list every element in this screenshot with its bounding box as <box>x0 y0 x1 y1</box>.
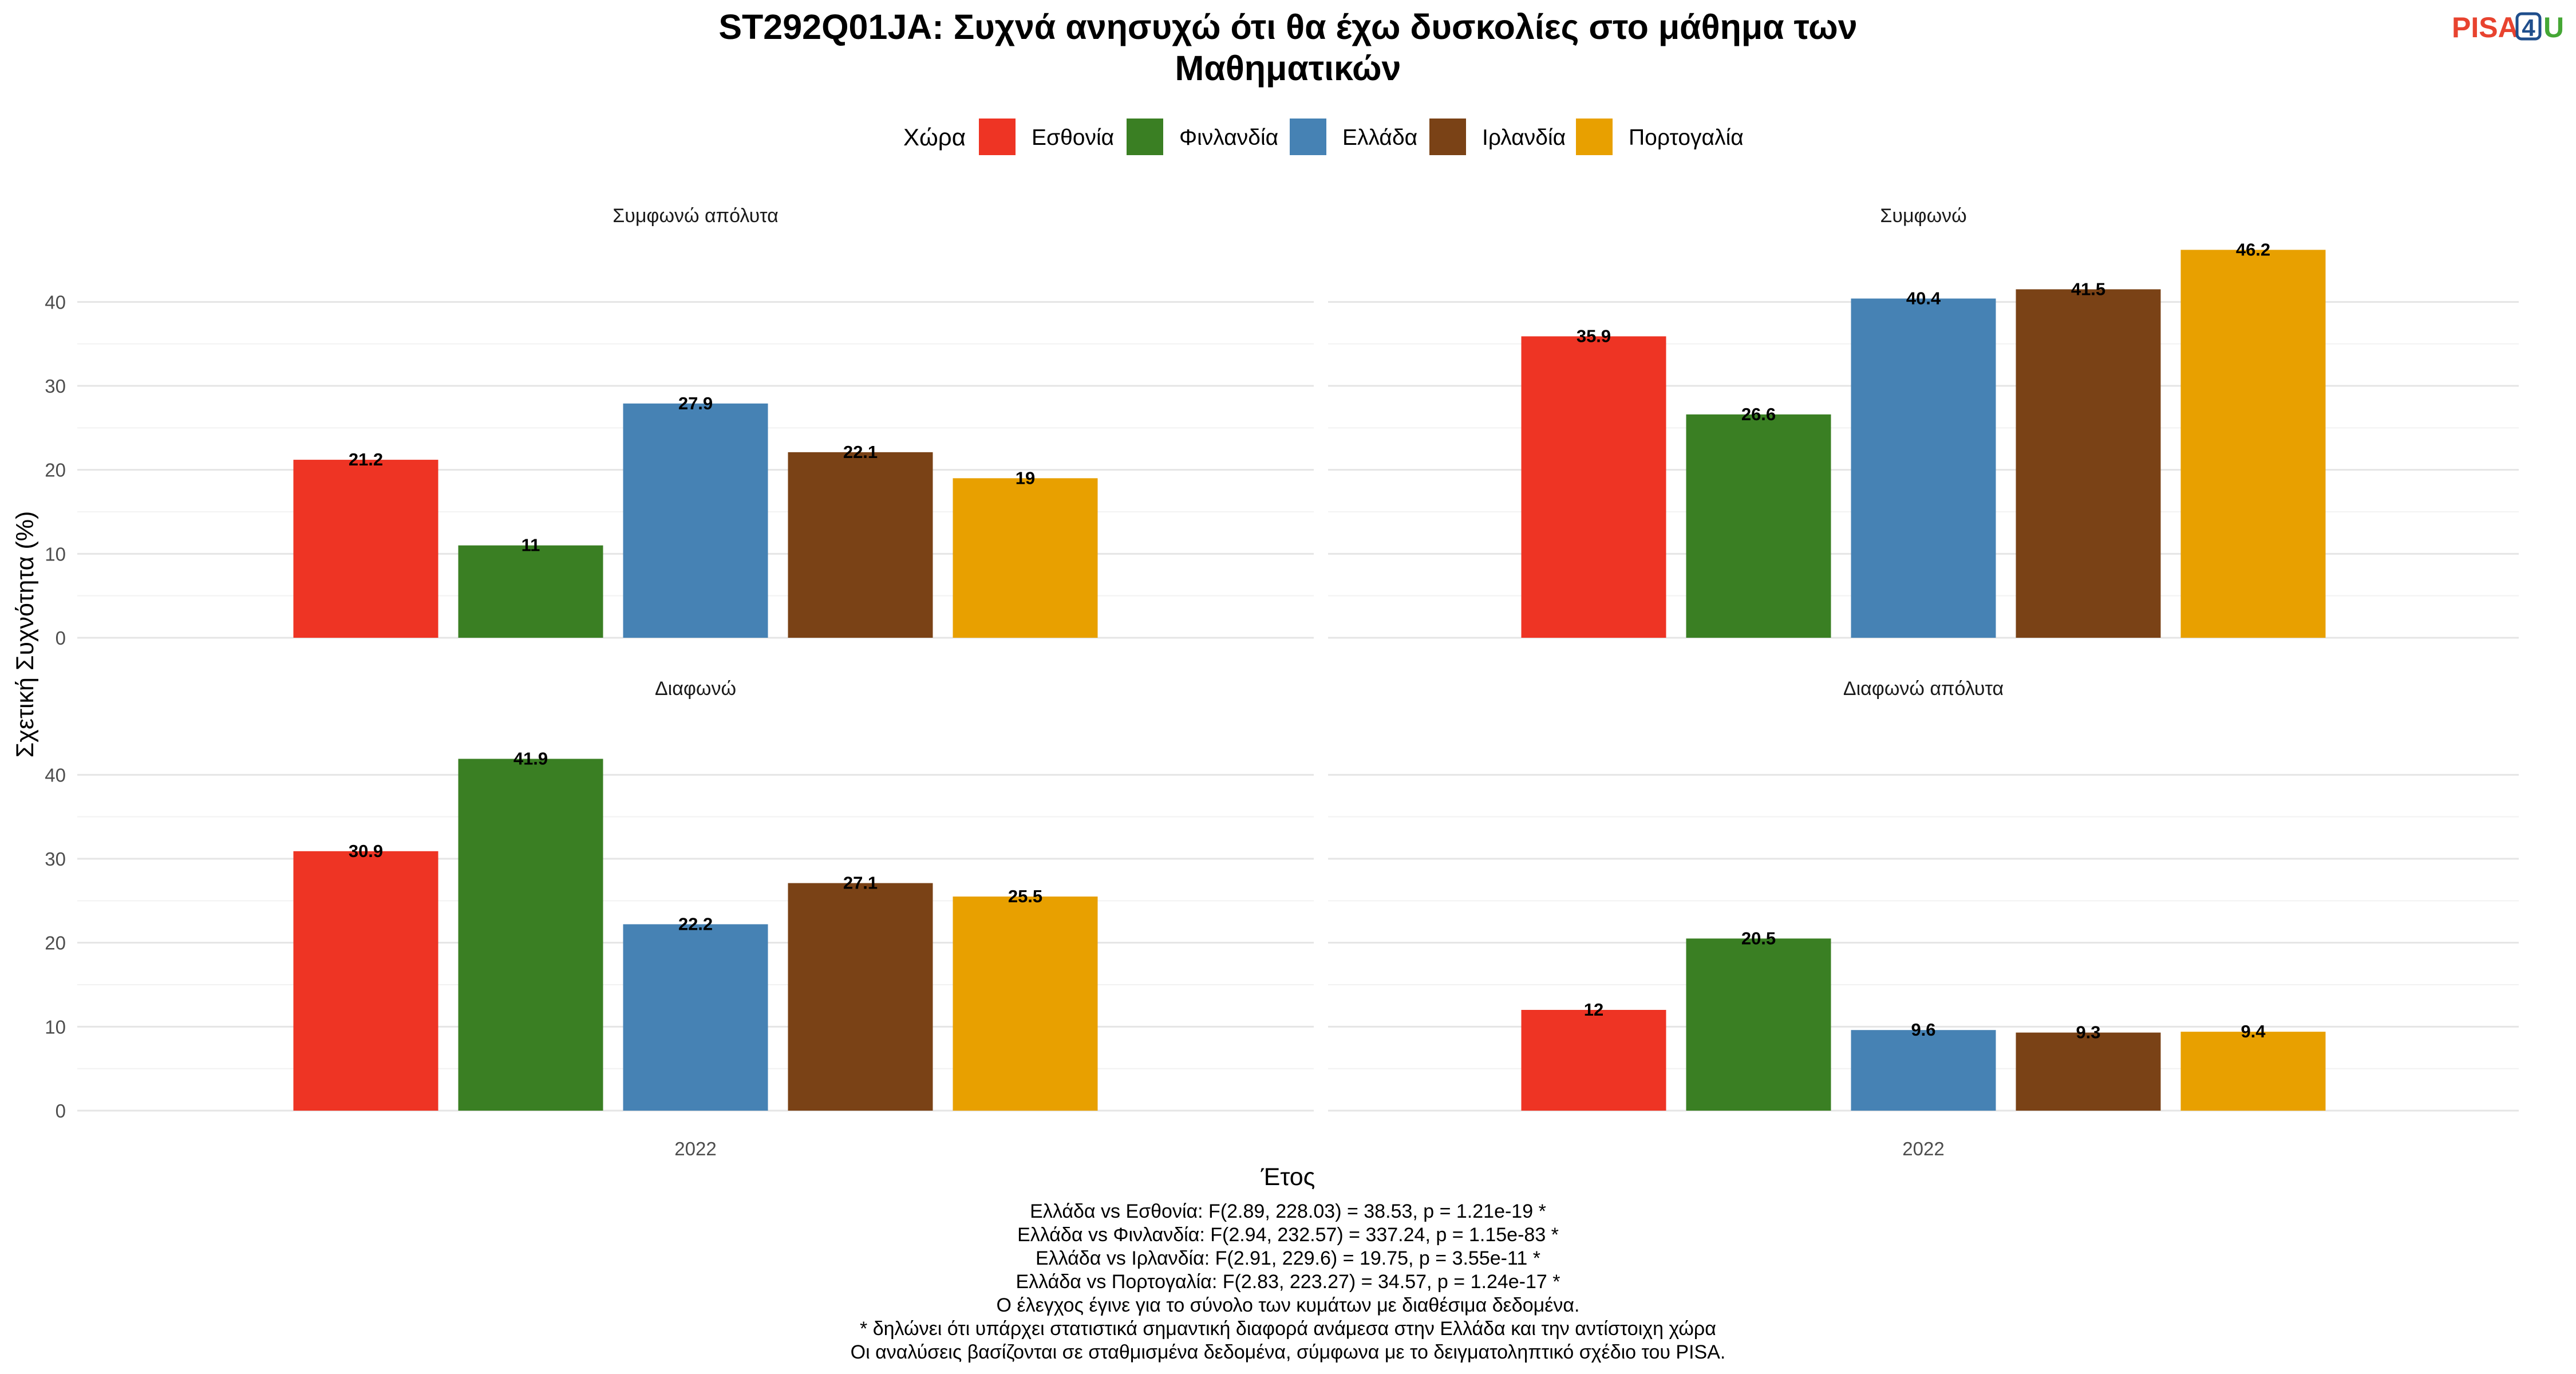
bar-value-label-2-4: 25.5 <box>1008 886 1042 906</box>
facet-strip-label-1: Συμφωνώ <box>1880 205 1966 227</box>
chart-title-line-1: ST292Q01JA: Συχνά ανησυχώ ότι θα έχω δυσ… <box>718 7 1857 46</box>
caption-line-1: Ελλάδα vs Φινλανδία: F(2.94, 232.57) = 3… <box>1017 1224 1559 1246</box>
bar-value-label-3-1: 20.5 <box>1741 928 1776 948</box>
bar-2-0 <box>293 851 438 1111</box>
facet-panel-1: Συμφωνώ 35.9 26.6 40.4 41.5 46.2 <box>1328 205 2519 639</box>
bar-0-0 <box>293 460 438 638</box>
bar-2-1 <box>458 759 603 1111</box>
legend-label-2: Ελλάδα <box>1342 125 1417 150</box>
bar-1-4 <box>2180 250 2326 638</box>
y-axis-title: Σχετική Συχνότητα (%) <box>11 511 39 758</box>
logo-text-pisa: PISA <box>2452 11 2519 44</box>
bar-value-label-2-0: 30.9 <box>349 841 383 861</box>
legend-label-4: Πορτογαλία <box>1629 125 1744 150</box>
caption-line-4: Ο έλεγχος έγινε για το σύνολο των κυμάτω… <box>997 1294 1580 1316</box>
legend-label-3: Ιρλανδία <box>1482 125 1566 150</box>
caption-line-0: Ελλάδα vs Εσθονία: F(2.89, 228.03) = 38.… <box>1030 1201 1546 1222</box>
caption-line-5: * δηλώνει ότι υπάρχει στατιστικά σημαντι… <box>860 1318 1716 1340</box>
bar-value-label-1-0: 35.9 <box>1577 326 1611 346</box>
y-tick-label-2-4: 40 <box>45 764 66 785</box>
bar-0-4 <box>953 478 1098 638</box>
chart-title-line-2: Μαθηματικών <box>1175 49 1401 88</box>
bar-value-label-0-1: 11 <box>521 535 540 555</box>
y-tick-label-0-4: 40 <box>45 291 66 313</box>
legend-swatch-1 <box>1127 119 1163 155</box>
facet-strip-label-3: Διαφωνώ απόλυτα <box>1843 678 2004 700</box>
bar-value-label-3-4: 9.4 <box>2241 1021 2266 1041</box>
caption-line-3: Ελλάδα vs Πορτογαλία: F(2.83, 223.27) = … <box>1016 1271 1560 1293</box>
bar-value-label-1-1: 26.6 <box>1741 404 1776 424</box>
caption-line-2: Ελλάδα vs Ιρλανδία: F(2.91, 229.6) = 19.… <box>1036 1247 1540 1269</box>
y-tick-label-0-2: 20 <box>45 460 66 481</box>
bar-0-2 <box>623 403 768 638</box>
bar-value-label-0-4: 19 <box>1016 468 1035 488</box>
logo-text-u: U <box>2543 11 2564 44</box>
y-tick-label-2-3: 30 <box>45 848 66 870</box>
y-tick-label-0-1: 10 <box>45 543 66 564</box>
legend-label-1: Φινλανδία <box>1179 125 1278 150</box>
bar-3-3 <box>2016 1032 2161 1111</box>
x-tick-label-2: 2022 <box>674 1138 716 1159</box>
bar-value-label-2-2: 22.2 <box>678 914 713 934</box>
bar-1-1 <box>1686 414 1831 638</box>
bar-value-label-0-0: 21.2 <box>349 449 383 469</box>
bar-3-4 <box>2180 1032 2326 1111</box>
bar-3-0 <box>1521 1010 1666 1111</box>
bar-1-3 <box>2016 289 2161 638</box>
legend-title: Χώρα <box>903 124 966 151</box>
y-tick-label-0-0: 0 <box>56 627 66 649</box>
bar-1-0 <box>1521 336 1666 638</box>
y-tick-label-2-0: 0 <box>56 1100 66 1122</box>
y-tick-label-0-3: 30 <box>45 376 66 397</box>
caption: Ελλάδα vs Εσθονία: F(2.89, 228.03) = 38.… <box>851 1201 1726 1363</box>
bar-3-2 <box>1851 1030 1996 1111</box>
facet-strip-label-2: Διαφωνώ <box>655 678 736 700</box>
y-tick-label-2-2: 20 <box>45 933 66 954</box>
logo-text-4: 4 <box>2522 14 2535 41</box>
legend: Χώρα Εσθονία Φινλανδία Ελλάδα Ιρλανδία Πορτο… <box>903 119 1744 155</box>
facet-panel-2: Διαφωνώ 0 10 20 30 40 30.9 41.9 22.2 27.1 25.5 2022 <box>45 678 1314 1159</box>
bar-3-1 <box>1686 938 1831 1111</box>
y-tick-label-2-1: 10 <box>45 1016 66 1037</box>
facet-panel-3: Διαφωνώ απόλυτα 12 20.5 9.6 9.3 9.4 2022 <box>1328 678 2519 1159</box>
facet-panels: Συμφωνώ απόλυτα 0 10 20 30 40 21.2 11 27.9 22.1 19… <box>45 205 2519 1159</box>
pisa4u-logo: PISA 4 U <box>2452 11 2564 44</box>
logo-box <box>2515 12 2542 41</box>
legend-swatch-0 <box>979 119 1016 155</box>
bar-2-3 <box>788 883 933 1111</box>
bar-value-label-3-2: 9.6 <box>1911 1020 1935 1040</box>
x-axis-title: Έτος <box>1261 1163 1315 1191</box>
x-tick-label-3: 2022 <box>1902 1138 1944 1159</box>
bar-value-label-1-2: 40.4 <box>1906 288 1941 308</box>
caption-line-6: Οι αναλύσεις βασίζονται σε σταθμισμένα δ… <box>851 1341 1726 1363</box>
bar-1-2 <box>1851 298 1996 638</box>
facet-panel-0: Συμφωνώ απόλυτα 0 10 20 30 40 21.2 11 27.9 22.1 19 <box>45 205 1314 649</box>
bar-value-label-2-3: 27.1 <box>843 873 878 893</box>
legend-swatch-4 <box>1576 119 1613 155</box>
bar-value-label-1-3: 41.5 <box>2071 279 2105 299</box>
bar-2-4 <box>953 897 1098 1111</box>
legend-label-0: Εσθονία <box>1032 125 1114 150</box>
bar-value-label-3-3: 9.3 <box>2076 1022 2100 1043</box>
facet-strip-label-0: Συμφωνώ απόλυτα <box>613 205 779 227</box>
bar-value-label-2-1: 41.9 <box>513 748 548 768</box>
bar-2-2 <box>623 924 768 1111</box>
bar-value-label-3-0: 12 <box>1584 1000 1603 1020</box>
bar-value-label-0-2: 27.9 <box>678 393 713 413</box>
legend-swatch-2 <box>1290 119 1326 155</box>
bar-value-label-1-4: 46.2 <box>2236 239 2270 259</box>
bar-0-1 <box>458 545 603 638</box>
legend-swatch-3 <box>1429 119 1466 155</box>
bar-value-label-0-3: 22.1 <box>843 442 878 462</box>
bar-0-3 <box>788 452 933 638</box>
